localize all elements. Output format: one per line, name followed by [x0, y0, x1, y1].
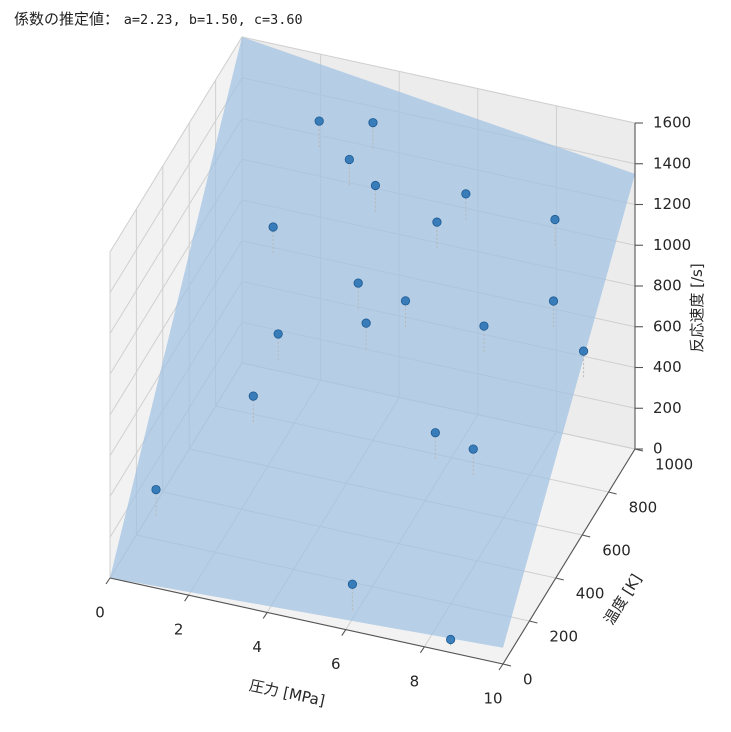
data-point [151, 484, 161, 495]
data-point [273, 329, 283, 339]
y-tick-label: 200 [549, 628, 578, 646]
x-tick-label: 6 [331, 655, 341, 673]
z-tick-label: 1000 [653, 236, 691, 254]
data-point [353, 278, 363, 288]
data-points [151, 116, 589, 645]
data-point [347, 579, 357, 589]
x-tick-label: 4 [252, 638, 262, 656]
fitted-plane-surface [110, 37, 635, 648]
y-tick-mark [529, 620, 538, 624]
y-tick-label: 600 [602, 542, 631, 560]
data-point [268, 222, 278, 232]
data-point [344, 154, 354, 165]
y-axis-line [502, 448, 636, 665]
z-tick-label: 1400 [653, 154, 691, 172]
y-tick-label: 400 [576, 585, 605, 603]
x-tick-mark [262, 612, 268, 619]
y-tick-mark [555, 577, 564, 581]
x-tick-label: 10 [483, 690, 502, 708]
tick-labels: 0246810020040060080010000200400600800100… [95, 114, 693, 708]
data-point [368, 118, 378, 128]
x-tick-label: 0 [95, 604, 105, 622]
data-point [578, 346, 589, 356]
grid-line [109, 77, 243, 294]
x-axis-title: 圧力 [MPa] [248, 676, 327, 710]
data-point [468, 444, 478, 454]
x-axis-line [109, 577, 504, 665]
z-axis-title: 反応速度 [/s] [688, 263, 706, 352]
z-tick-label: 1200 [653, 195, 691, 213]
data-point [370, 180, 381, 191]
y-tick-mark [502, 663, 512, 667]
grid-line [109, 36, 243, 253]
y-tick-label: 800 [629, 499, 658, 517]
data-point [461, 189, 471, 199]
x-tick-mark [105, 577, 111, 585]
y-axis-title: 温度 [K] [600, 571, 645, 628]
data-point [361, 318, 371, 328]
x-tick-mark [498, 663, 504, 671]
x-tick-mark [184, 594, 190, 602]
x-tick-label: 2 [174, 621, 184, 639]
y-tick-mark [608, 491, 617, 495]
grid-line [241, 36, 636, 124]
y-tick-mark [582, 534, 591, 538]
y-tick-label: 1000 [655, 456, 693, 474]
data-point [400, 296, 411, 306]
data-point [479, 321, 489, 331]
y-tick-label: 0 [523, 671, 533, 689]
z-tick-label: 800 [653, 277, 682, 295]
data-point [248, 391, 258, 401]
z-tick-label: 200 [653, 399, 682, 417]
x-tick-mark [341, 629, 347, 636]
coefficient-readout: 係数の推定値： a=2.23, b=1.50, c=3.60 [14, 8, 303, 29]
data-point [548, 296, 559, 306]
z-tick-label: 400 [653, 358, 682, 376]
coefficient-label: 係数の推定値： [14, 10, 120, 28]
z-tick-label: 600 [653, 317, 682, 335]
z-tick-label: 1600 [653, 114, 691, 132]
data-point [432, 217, 442, 227]
x-tick-mark [419, 646, 425, 654]
data-point [430, 428, 440, 438]
z-tick-label: 0 [653, 440, 663, 458]
fitted-plane [110, 37, 635, 648]
data-point [314, 116, 324, 126]
x-tick-label: 8 [410, 672, 420, 690]
data-point [446, 634, 456, 645]
data-point [550, 214, 560, 225]
coefficient-values: a=2.23, b=1.50, c=3.60 [123, 12, 303, 28]
